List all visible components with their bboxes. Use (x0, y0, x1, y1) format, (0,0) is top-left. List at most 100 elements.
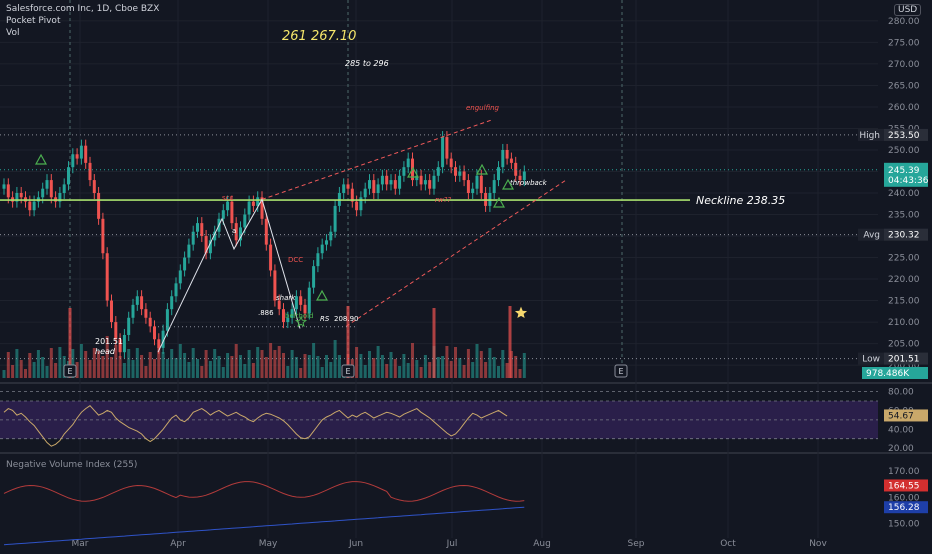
currency-badge[interactable]: USD (894, 4, 922, 16)
volume-bar (479, 351, 483, 378)
candle-body (363, 188, 367, 198)
volume-bar (428, 362, 432, 378)
price-level-name: Avg (863, 231, 880, 241)
y-tick-label: 260.00 (888, 103, 920, 113)
volume-bar (488, 348, 492, 378)
candle-body (398, 175, 402, 189)
candle-body (342, 184, 346, 193)
nvi-ema-line (3, 506, 525, 546)
candle-body (299, 296, 303, 305)
candle-body (264, 218, 268, 245)
volume-bar (148, 352, 152, 378)
candle-body (243, 214, 247, 228)
volume-bar (380, 355, 384, 378)
x-tick-label: Mar (72, 539, 89, 549)
volume-bar (161, 352, 165, 378)
volume-bar (264, 357, 268, 378)
volume-bar (174, 358, 178, 378)
x-tick-label: Aug (533, 539, 551, 549)
volume-bar (423, 355, 427, 378)
price-level-tag (858, 228, 884, 241)
y-tick-label: 205.00 (888, 340, 920, 350)
candle-body (333, 205, 337, 232)
candle-body (58, 193, 62, 202)
candle-body (492, 180, 496, 193)
volume-bar (260, 350, 264, 378)
volume-bar (273, 350, 277, 378)
candle-body (350, 188, 354, 202)
candle-body (329, 231, 333, 241)
volume-spike-bar (508, 306, 512, 378)
candle-body (62, 184, 66, 193)
volume-bar (312, 343, 316, 378)
volume-bar (239, 355, 242, 378)
volume-bar (75, 362, 79, 378)
pocket-pivot-triangle (34, 153, 48, 165)
x-tick-label: Sep (628, 539, 645, 549)
candle-body (140, 296, 144, 310)
volume-bar (110, 357, 113, 378)
scc-annotation: scc (222, 194, 233, 202)
candle-body (320, 244, 324, 254)
volume-bar (127, 349, 131, 378)
volume-bar (325, 355, 328, 378)
candle-body (161, 330, 165, 348)
y-tick-label: 250.00 (888, 146, 920, 156)
candle-body (32, 201, 36, 211)
volume-bar (157, 347, 161, 378)
target-range-annotation: 285 to 296 (345, 59, 389, 68)
volume-bar (213, 349, 217, 378)
volume-bar (105, 336, 109, 378)
volume-bar (505, 363, 509, 378)
volume-bar (294, 357, 298, 378)
pocket-pivot-triangle (501, 178, 515, 190)
candle-body (165, 309, 169, 331)
volume-bar (28, 353, 32, 378)
volume-bar (144, 366, 148, 378)
candle-body (522, 171, 526, 181)
y-tick-label: 235.00 (888, 211, 920, 221)
candle-body (131, 304, 135, 318)
volume-bar (170, 349, 174, 378)
volume-bar (376, 346, 380, 378)
volume-bar (122, 363, 126, 378)
volume-bar (501, 350, 505, 378)
candle-body (127, 317, 131, 335)
belthold-star (294, 315, 308, 328)
rsi-pane-separator (0, 382, 932, 384)
shark-annotation: shark (276, 294, 296, 302)
throwback-annotation: throwback (510, 179, 548, 187)
candle-body (178, 270, 182, 284)
candle-body (294, 296, 298, 310)
candle-body (144, 309, 148, 318)
volume-bar (256, 347, 260, 378)
candle-body (505, 149, 509, 159)
volume-bar (522, 353, 526, 378)
volume-bar (286, 366, 290, 378)
candle-body (247, 201, 251, 215)
candle-body (174, 283, 178, 297)
volume-bar (441, 356, 445, 378)
a-annotation: a (232, 227, 236, 235)
volume-value: 978.486K (866, 369, 910, 379)
candle-body (475, 175, 479, 189)
volume-bar (71, 349, 75, 378)
candle-body (316, 253, 320, 267)
candle-body (466, 180, 470, 193)
earnings-marker-label: E (345, 367, 350, 376)
nvi-y-tick-label: 150.00 (888, 520, 920, 530)
volume-bar (247, 350, 251, 378)
candle-body (282, 309, 285, 323)
volume-bar (41, 357, 45, 378)
candle-body (423, 180, 427, 185)
volume-bar (45, 366, 49, 378)
candle-body (260, 197, 264, 219)
volume-bar (6, 352, 10, 378)
volume-bar (415, 360, 419, 378)
candle-body (501, 149, 505, 168)
head-annotation: head (95, 347, 116, 356)
candle-body (458, 171, 462, 176)
volume-bar (398, 366, 402, 378)
